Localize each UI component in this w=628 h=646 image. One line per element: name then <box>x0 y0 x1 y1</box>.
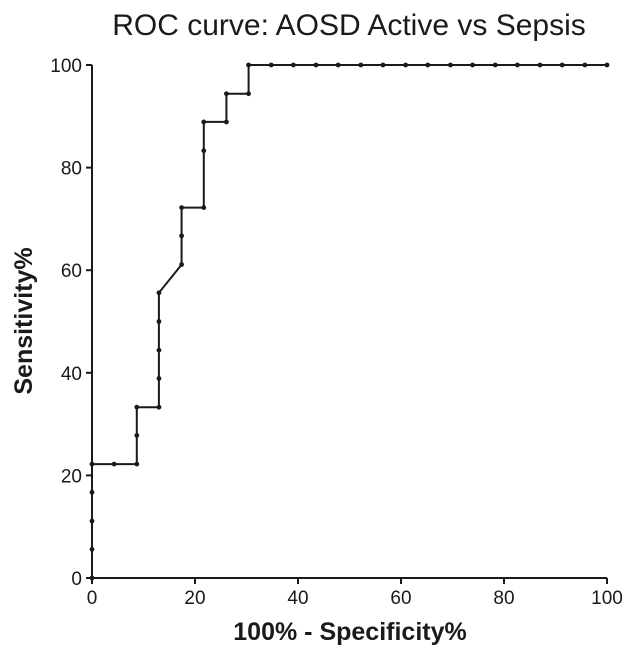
roc-point <box>134 404 140 410</box>
x-tick-label: 20 <box>184 588 205 609</box>
roc-point <box>313 62 319 68</box>
series-layer <box>89 62 610 581</box>
roc-point <box>89 518 95 524</box>
roc-point <box>89 546 95 552</box>
roc-point <box>201 119 207 125</box>
x-tick-label: 60 <box>390 588 411 609</box>
roc-point <box>156 404 162 410</box>
chart-title: ROC curve: AOSD Active vs Sepsis <box>112 9 585 42</box>
x-tick-label: 40 <box>287 588 308 609</box>
y-tick-label: 0 <box>71 569 82 590</box>
roc-point <box>537 62 543 68</box>
roc-point <box>604 62 610 68</box>
roc-point <box>156 319 162 324</box>
roc-point <box>514 62 520 68</box>
y-tick-label: 100 <box>50 56 82 77</box>
roc-point <box>179 205 185 211</box>
roc-point <box>89 575 95 581</box>
roc-point <box>268 62 274 68</box>
roc-point <box>425 62 431 68</box>
y-tick-label: 20 <box>61 466 82 487</box>
roc-point <box>179 262 185 267</box>
roc-point <box>380 62 386 68</box>
roc-point <box>403 62 409 68</box>
roc-point <box>492 62 498 68</box>
roc-point <box>134 461 140 467</box>
roc-point <box>89 489 95 495</box>
y-tick-label: 80 <box>61 159 82 180</box>
x-tick-label: 80 <box>493 588 514 609</box>
roc-point <box>335 62 341 68</box>
roc-point <box>246 62 251 68</box>
roc-point <box>582 62 588 68</box>
roc-point <box>358 62 364 68</box>
roc-curve-line <box>91 64 607 578</box>
roc-point <box>246 91 251 97</box>
roc-point <box>156 290 162 296</box>
roc-point <box>559 62 565 68</box>
roc-point <box>134 432 140 438</box>
y-tick-label: 60 <box>61 261 82 282</box>
tick-labels: 0 20 40 60 80 100 0 20 40 60 80 100 <box>50 56 623 609</box>
roc-point <box>179 233 185 239</box>
roc-point <box>470 62 475 68</box>
roc-point <box>89 461 95 467</box>
roc-point <box>156 347 162 353</box>
roc-point <box>224 91 229 97</box>
roc-point <box>201 148 207 154</box>
roc-point <box>201 205 207 211</box>
roc-point <box>448 62 453 68</box>
y-axis-label: Sensitivity% <box>10 247 38 394</box>
axes <box>86 64 608 584</box>
x-tick-label: 100 <box>591 588 623 609</box>
y-tick-label: 40 <box>61 364 82 385</box>
roc-point <box>156 376 162 381</box>
x-axis-label: 100% - Specificity% <box>233 618 466 646</box>
roc-point <box>224 119 229 125</box>
x-tick-label: 0 <box>87 588 98 609</box>
roc-point <box>290 62 296 68</box>
roc-point <box>111 461 117 467</box>
